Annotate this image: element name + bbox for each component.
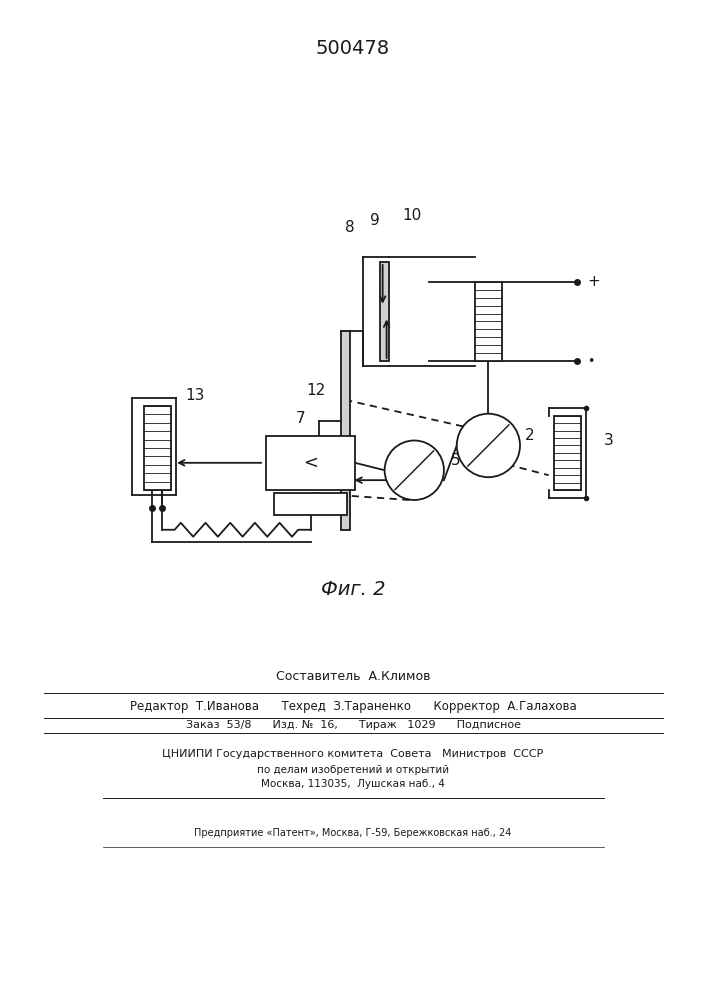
Text: 13: 13 bbox=[185, 388, 204, 403]
Text: 10: 10 bbox=[403, 208, 422, 223]
Text: 2: 2 bbox=[525, 428, 534, 443]
Text: Фиг. 2: Фиг. 2 bbox=[321, 580, 385, 599]
Text: 7: 7 bbox=[296, 411, 305, 426]
Text: 12: 12 bbox=[306, 383, 325, 398]
Text: Москва, 113035,  Лушская наб., 4: Москва, 113035, Лушская наб., 4 bbox=[261, 779, 445, 789]
Bar bbox=[266, 436, 355, 490]
Bar bbox=[144, 406, 171, 490]
Circle shape bbox=[385, 440, 444, 500]
Text: +: + bbox=[588, 274, 600, 289]
Bar bbox=[341, 331, 349, 530]
Bar bbox=[380, 262, 389, 361]
Text: 500478: 500478 bbox=[316, 39, 390, 58]
Text: ЦНИИПИ Государственного комитета  Совета   Министров  СССР: ЦНИИПИ Государственного комитета Совета … bbox=[163, 749, 544, 759]
Bar bbox=[274, 493, 347, 515]
Text: Предприятие «Патент», Москва, Г-59, Бережковская наб., 24: Предприятие «Патент», Москва, Г-59, Бере… bbox=[194, 828, 512, 838]
Text: Составитель  А.Климов: Составитель А.Климов bbox=[276, 670, 431, 683]
Text: 3: 3 bbox=[604, 433, 614, 448]
Text: 9: 9 bbox=[370, 213, 380, 228]
Text: 5: 5 bbox=[451, 453, 460, 468]
Bar bbox=[554, 416, 581, 490]
Text: Редактор  Т.Иванова      Техред  З.Тараненко      Корректор  А.Галахова: Редактор Т.Иванова Техред З.Тараненко Ко… bbox=[129, 700, 576, 713]
Text: <: < bbox=[303, 454, 318, 472]
Text: Заказ  53/8      Изд. №  16,      Тираж   1029      Подписное: Заказ 53/8 Изд. № 16, Тираж 1029 Подписн… bbox=[185, 720, 520, 730]
Text: 8: 8 bbox=[345, 220, 355, 235]
Circle shape bbox=[457, 414, 520, 477]
Bar bbox=[474, 282, 502, 361]
Text: по делам изобретений и открытий: по делам изобретений и открытий bbox=[257, 765, 449, 775]
Text: •: • bbox=[588, 355, 595, 368]
